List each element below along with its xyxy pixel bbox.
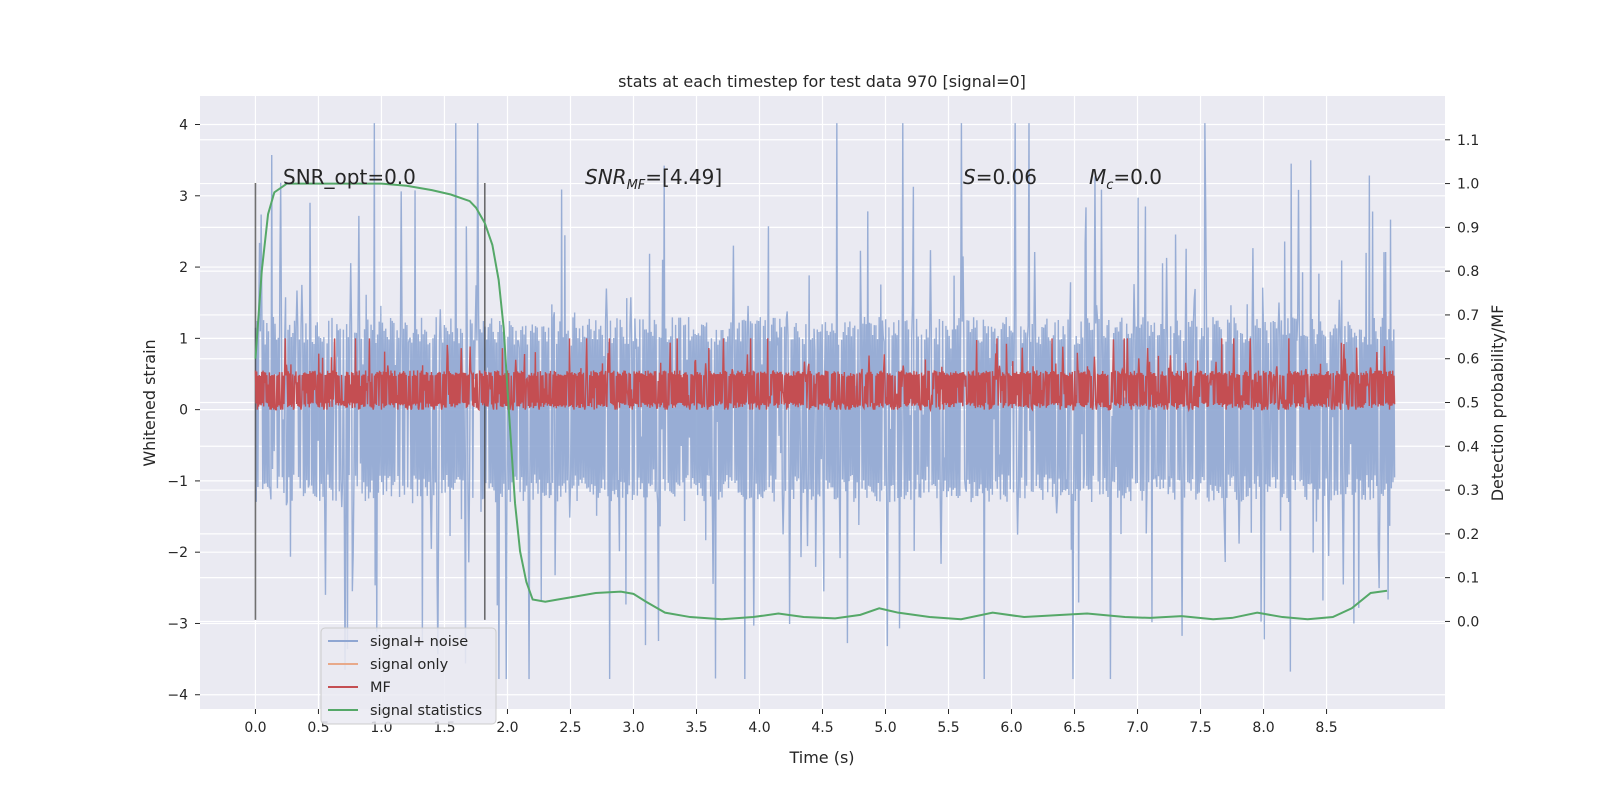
y-tick-label-2: −2 [167, 545, 188, 561]
y-right-tick-label-9: 0.9 [1457, 220, 1479, 236]
y-right-tick-label-1: 0.1 [1457, 571, 1479, 587]
annotation-snr-mf-base: SNR [585, 165, 627, 189]
legend-label-mf: MF [370, 680, 391, 696]
annotation-mc-value: =0.0 [1113, 165, 1162, 189]
annotation-s-value: =0.06 [976, 165, 1037, 189]
y-tick-label-8: 4 [179, 118, 188, 134]
tick-labels: 0.0 0.5 1.0 1.5 2.0 2.5 3.0 3.5 4.0 4.5 5.0 5.5 6.0 6… [167, 118, 1479, 736]
y-right-tick-label-7: 0.7 [1457, 308, 1479, 324]
y-tick-label-6: 2 [179, 260, 188, 276]
annotations: SNR_opt=0.0 SNRMF=[4.49] S=0.06 Mc=0.0 [283, 165, 1162, 193]
x-tick-label-9: 4.5 [811, 720, 833, 736]
x-tick-label-0: 0.0 [244, 720, 266, 736]
x-tick-label-17: 8.5 [1315, 720, 1337, 736]
legend-frame [320, 627, 497, 725]
x-tick-label-15: 7.5 [1189, 720, 1211, 736]
x-tick-label-13: 6.5 [1063, 720, 1085, 736]
x-tick-label-8: 4.0 [748, 720, 770, 736]
x-tick-label-14: 7.0 [1126, 720, 1148, 736]
legend-label-signal-statistics: signal statistics [370, 703, 482, 719]
series-0-line [254, 123, 1396, 680]
y-tick-label-3: −1 [167, 474, 188, 490]
y-tick-label-1: −3 [167, 616, 188, 632]
legend: signal+ noise signal only MF signal stat… [320, 627, 497, 725]
y-tick-label-5: 1 [179, 331, 188, 347]
y-axis-label: Whitened strain [140, 339, 159, 466]
y-right-tick-label-5: 0.5 [1457, 396, 1479, 412]
annotation-mc-base: M [1089, 165, 1106, 189]
annotation-snr-opt: SNR_opt=0.0 [283, 165, 416, 189]
y-right-tick-label-11: 1.1 [1457, 133, 1479, 149]
annotation-mc-sub: c [1106, 178, 1113, 193]
annotation-snr-mf: SNRMF=[4.49] [585, 165, 722, 193]
x-tick-label-6: 3.0 [622, 720, 644, 736]
y-right-tick-label-8: 0.8 [1457, 264, 1479, 280]
x-tick-label-4: 2.0 [496, 720, 518, 736]
y-right-tick-label-3: 0.3 [1457, 483, 1479, 499]
y-right-tick-label-0: 0.0 [1457, 614, 1479, 630]
series-2-line [254, 338, 1396, 413]
x-tick-label-7: 3.5 [685, 720, 707, 736]
series-layer [254, 123, 1396, 680]
y-right-tick-label-10: 1.0 [1457, 177, 1479, 193]
y-right-tick-label-6: 0.6 [1457, 352, 1479, 368]
y-right-axis-label: Detection probability/MF [1488, 305, 1507, 502]
y-tick-label-0: −4 [167, 688, 188, 704]
y-tick-label-4: 0 [179, 403, 188, 419]
x-tick-label-5: 2.5 [559, 720, 581, 736]
x-tick-label-11: 5.5 [937, 720, 959, 736]
series-3-line [254, 182, 1388, 621]
annotation-snr-mf-value: =[4.49] [645, 165, 722, 189]
y-right-tick-label-2: 0.2 [1457, 527, 1479, 543]
x-tick-label-16: 8.0 [1252, 720, 1274, 736]
y-tick-label-7: 3 [179, 189, 188, 205]
annotation-snr-mf-sub: MF [627, 178, 646, 193]
x-axis-label: Time (s) [788, 748, 854, 767]
legend-label-signal-only: signal only [370, 657, 449, 673]
annotation-s: S=0.06 [963, 165, 1037, 189]
x-tick-label-12: 6.0 [1000, 720, 1022, 736]
annotation-mc: Mc=0.0 [1089, 165, 1162, 193]
legend-label-signal-noise: signal+ noise [370, 634, 468, 650]
annotation-s-symbol: S [963, 165, 976, 189]
y-right-tick-label-4: 0.4 [1457, 439, 1479, 455]
x-tick-label-10: 5.0 [874, 720, 896, 736]
chart-title: stats at each timestep for test data 970… [618, 72, 1026, 91]
